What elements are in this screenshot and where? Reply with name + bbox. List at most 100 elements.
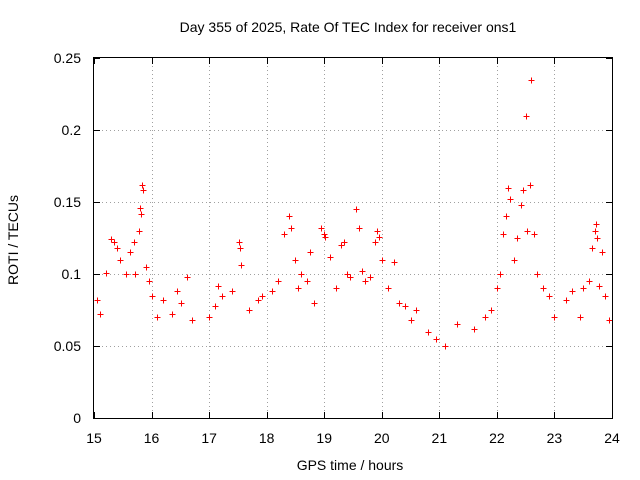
data-point (338, 242, 345, 249)
data-point (374, 228, 381, 235)
data-point (569, 288, 576, 295)
data-point (344, 271, 351, 278)
data-point (408, 317, 415, 324)
data-point (505, 185, 512, 192)
data-point (269, 288, 276, 295)
x-tick-label: 21 (432, 430, 448, 446)
data-point (114, 245, 121, 252)
data-point (500, 231, 507, 238)
x-tick-label: 20 (374, 430, 390, 446)
data-point (471, 326, 478, 333)
data-point (321, 231, 328, 238)
data-point (528, 77, 535, 84)
data-point (520, 187, 527, 194)
data-point (385, 285, 392, 292)
data-point (442, 343, 449, 350)
x-tick-label: 18 (259, 430, 275, 446)
y-tick-label: 0.25 (54, 50, 81, 66)
data-point (246, 307, 253, 314)
data-point (454, 321, 461, 328)
data-point (238, 262, 245, 269)
data-point (546, 293, 553, 300)
data-point (524, 228, 531, 235)
data-point (206, 314, 213, 321)
data-point (132, 271, 139, 278)
data-point (117, 257, 124, 264)
data-point (356, 225, 363, 232)
data-point (138, 211, 145, 218)
data-point (551, 314, 558, 321)
data-point (433, 336, 440, 343)
data-points (94, 77, 613, 350)
data-point (367, 274, 374, 281)
data-point (215, 283, 222, 290)
data-point (212, 303, 219, 310)
x-tick-label: 16 (144, 430, 160, 446)
data-point (534, 271, 541, 278)
data-point (589, 245, 596, 252)
data-point (136, 228, 143, 235)
data-point (292, 257, 299, 264)
data-point (140, 187, 147, 194)
data-point (237, 245, 244, 252)
data-point (219, 293, 226, 300)
data-point (580, 285, 587, 292)
data-point (413, 307, 420, 314)
y-axis-label: ROTI / TECUs (5, 195, 21, 285)
data-point (236, 239, 243, 246)
data-point (523, 113, 530, 120)
data-point (259, 293, 266, 300)
data-point (127, 249, 134, 256)
data-point (396, 300, 403, 307)
data-point (281, 231, 288, 238)
data-point (507, 196, 514, 203)
data-point (143, 264, 150, 271)
y-tick-label: 0.15 (54, 194, 81, 210)
data-point (322, 234, 329, 241)
x-tick-labels: 15 16 17 18 19 20 21 22 23 24 (86, 430, 620, 446)
data-point (518, 202, 525, 209)
data-point (103, 270, 110, 277)
data-point (511, 257, 518, 264)
data-point (376, 234, 383, 241)
data-point (139, 182, 146, 189)
data-point (494, 285, 501, 292)
y-tick-labels: 0 0.05 0.1 0.15 0.2 0.25 (54, 50, 81, 426)
data-point (111, 239, 118, 246)
data-point (288, 225, 295, 232)
data-point (169, 311, 176, 318)
x-tick-label: 17 (201, 430, 217, 446)
data-point (586, 278, 593, 285)
data-point (497, 271, 504, 278)
data-point (318, 225, 325, 232)
data-point (108, 236, 115, 243)
data-point (275, 278, 282, 285)
data-point (146, 278, 153, 285)
x-tick-label: 24 (604, 430, 620, 446)
chart-title: Day 355 of 2025, Rate Of TEC Index for r… (180, 19, 517, 35)
data-point (94, 297, 101, 304)
data-point (307, 249, 314, 256)
data-point (347, 274, 354, 281)
data-point (594, 235, 601, 242)
data-point (527, 182, 534, 189)
y-tick-label: 0 (73, 410, 81, 426)
data-point (488, 307, 495, 314)
data-point (592, 228, 599, 235)
data-point (229, 288, 236, 295)
x-tick-label: 15 (86, 430, 102, 446)
data-point (602, 293, 609, 300)
data-point (577, 314, 584, 321)
data-point (596, 283, 603, 290)
data-point (160, 297, 167, 304)
data-point (353, 206, 360, 213)
data-point (531, 231, 538, 238)
data-point (304, 278, 311, 285)
data-point (514, 235, 521, 242)
y-tick-label: 0.1 (62, 266, 82, 282)
data-point (359, 268, 366, 275)
data-point (97, 311, 104, 318)
data-point (593, 221, 600, 228)
data-point (482, 314, 489, 321)
data-point (333, 285, 340, 292)
